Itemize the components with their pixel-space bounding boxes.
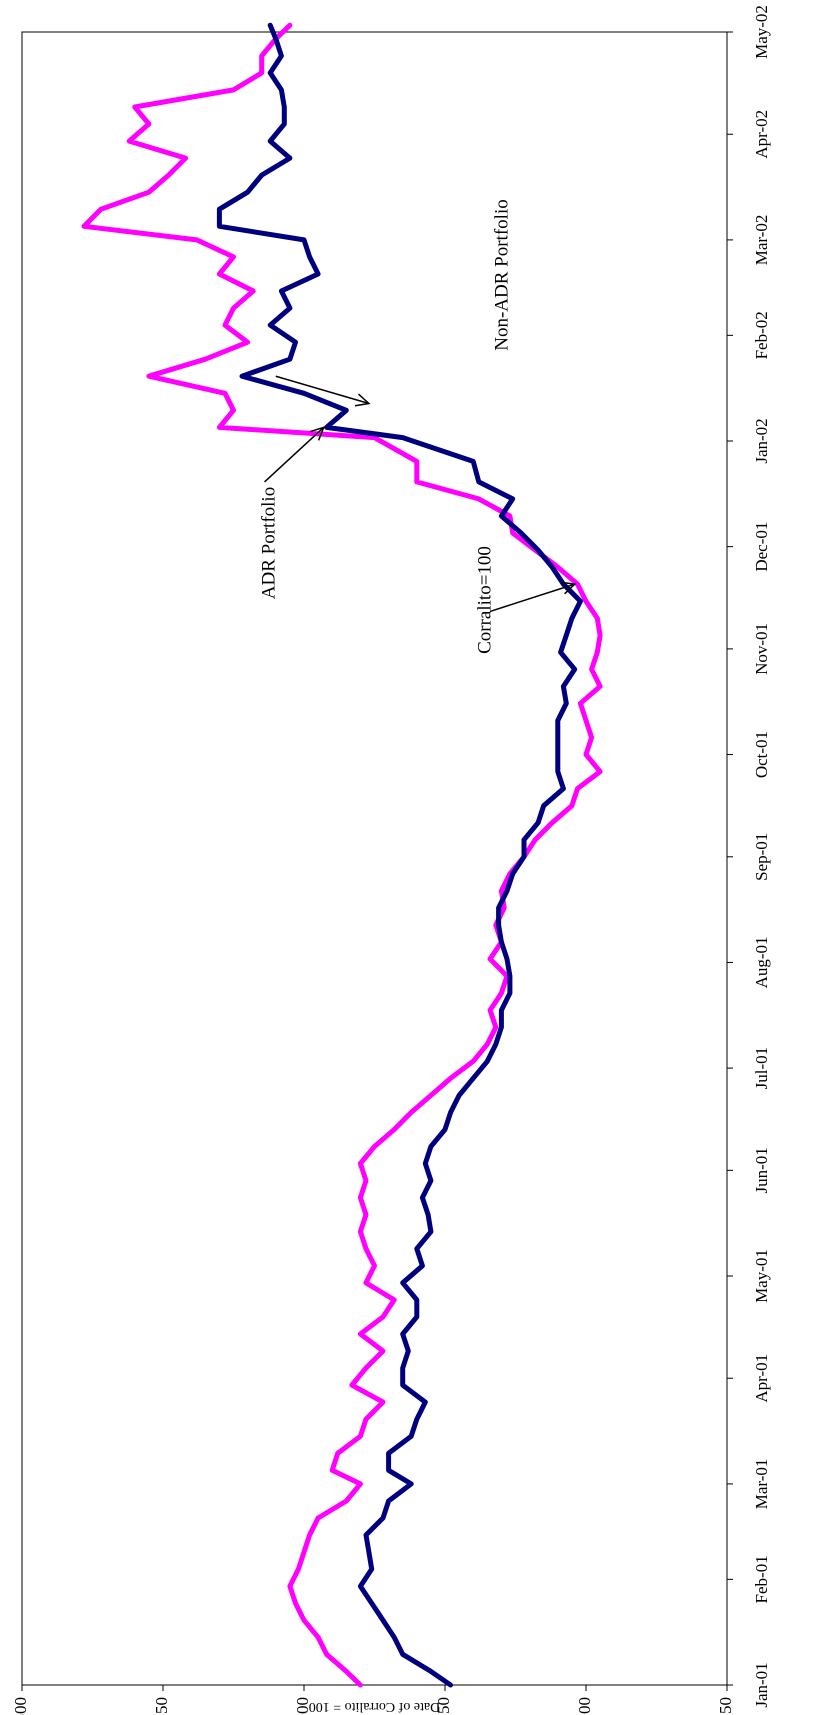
y-tick-label: 50 (716, 1697, 735, 1714)
x-tick-label: Jun-01 (752, 1147, 771, 1193)
x-tick-label: Nov-01 (752, 623, 771, 675)
annotation-non-adr-portfolio-arrow (275, 375, 370, 405)
plot-area: 300 250 200 150 100 50 Jan-01 Feb-01 Mar-01 Apr-… (11, 5, 771, 1715)
x-tick-label: May-01 (752, 1249, 771, 1303)
annotation-corralito-arrowhead (560, 581, 577, 595)
x-tick-label: Dec-01 (752, 522, 771, 572)
annotation-adr-portfolio-arrow (264, 426, 325, 483)
x-tick-label: Oct-01 (752, 731, 771, 778)
x-tick-label: Feb-01 (752, 1555, 771, 1603)
x-tick-label: Jan-01 (752, 1662, 771, 1707)
x-tick-label: Jul-01 (752, 1047, 771, 1090)
series-layer (81, 22, 603, 1688)
plot-frame (21, 31, 728, 1686)
series-line-non-adr (216, 22, 583, 1688)
annotation-corralito: Corralito=100 (474, 546, 495, 654)
y-axis: 300 250 200 150 100 50 (11, 1685, 735, 1715)
x-tick-label: Sep-01 (752, 833, 771, 881)
x-tick-label: Apr-01 (752, 1354, 771, 1403)
annotation-layer: ADR Portfolio Non-ADR Portfolio Corralito=… (258, 199, 577, 654)
annotation-non-adr-portfolio: Non-ADR Portfolio (491, 199, 512, 350)
annotation-non-adr-portfolio-arrowhead (354, 393, 371, 407)
annotation-corralito-arrow (489, 583, 575, 613)
x-axis: Jan-01 Feb-01 Mar-01 Apr-01 May-01 Jun-01 Jul-… (727, 5, 771, 1708)
y-tick-label: 250 (152, 1697, 171, 1715)
x-tick-label: Mar-02 (752, 215, 771, 266)
x-tick-label: May-02 (752, 5, 771, 59)
x-tick-label: Feb-02 (752, 311, 771, 359)
x-tick-label: Mar-01 (752, 1459, 771, 1510)
y-tick-label: 200 (293, 1697, 312, 1715)
annotation-adr-portfolio: ADR Portfolio (258, 487, 279, 599)
x-tick-label: Aug-01 (752, 936, 771, 988)
x-tick-label: Jan-02 (752, 418, 771, 463)
y-tick-label: 100 (575, 1697, 594, 1715)
x-tick-label: Apr-02 (752, 110, 771, 159)
y-tick-label: 300 (11, 1697, 30, 1715)
y-tick-label: 150 (434, 1697, 453, 1715)
y-axis-title: Date of Corralito = 100 (309, 1699, 441, 1714)
annotation-adr-portfolio-arrowhead (310, 426, 326, 441)
